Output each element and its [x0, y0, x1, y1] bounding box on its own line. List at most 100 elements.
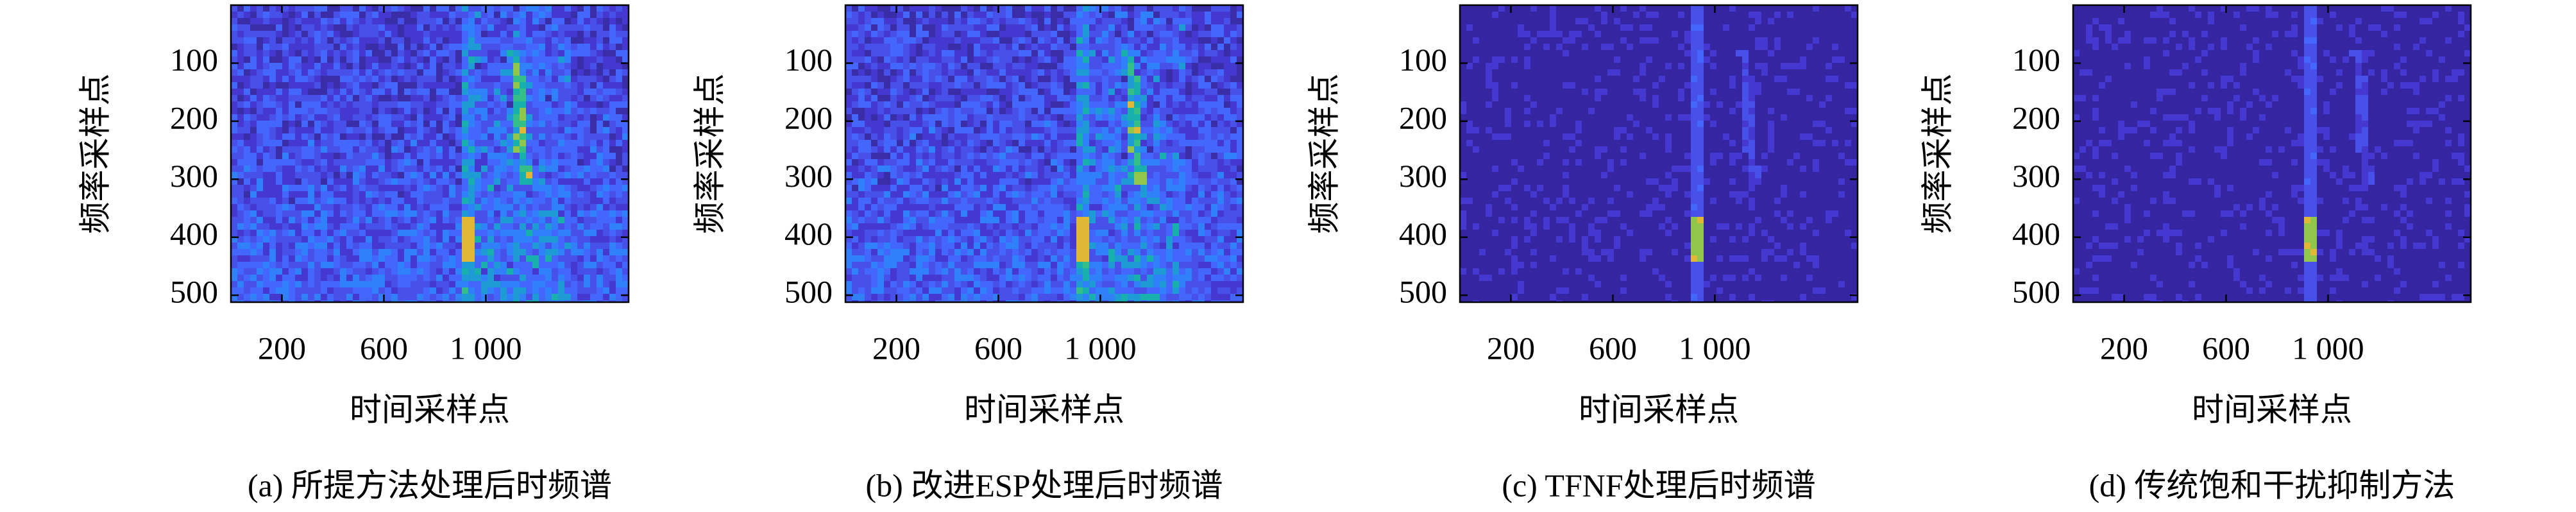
heatmap-texture [1057, 236, 1063, 243]
heatmap-texture [1160, 153, 1166, 159]
heatmap-texture [877, 281, 884, 287]
heatmap-texture [481, 153, 487, 159]
heatmap-texture [1019, 121, 1025, 127]
heatmap-texture [526, 108, 532, 114]
heatmap-texture [353, 89, 359, 95]
heatmap-texture [391, 268, 398, 275]
heatmap-texture [353, 114, 359, 121]
heatmap-texture [1063, 198, 1070, 204]
heatmap-texture [411, 236, 417, 243]
heatmap-texture [922, 82, 929, 89]
heatmap-texture [590, 101, 597, 108]
heatmap-texture [321, 204, 327, 210]
heatmap-texture [1140, 133, 1147, 140]
heatmap-texture [263, 89, 269, 95]
heatmap-texture [1019, 268, 1025, 275]
heatmap-texture [1115, 210, 1121, 217]
heatmap-texture [1038, 191, 1044, 198]
heatmap-texture [378, 249, 385, 255]
heatmap-texture [1153, 198, 1160, 204]
heatmap-texture [475, 50, 481, 56]
heatmap-texture [487, 243, 494, 249]
heatmap-texture [314, 275, 321, 281]
heatmap-texture [462, 140, 468, 146]
heatmap-texture [378, 268, 385, 275]
heatmap-texture [443, 12, 449, 18]
heatmap-texture [910, 249, 916, 255]
heatmap-texture [487, 223, 494, 230]
heatmap-texture [353, 76, 359, 82]
heatmap-texture [577, 275, 584, 281]
heatmap-texture [852, 153, 858, 159]
heatmap-texture [974, 89, 980, 95]
heatmap-texture [462, 56, 468, 63]
heatmap-texture [942, 236, 948, 243]
heatmap-texture [1134, 101, 1140, 108]
heatmap-texture [391, 95, 398, 101]
heatmap-texture [622, 37, 629, 44]
heatmap-texture [1070, 24, 1076, 31]
heatmap-texture [231, 217, 237, 223]
heatmap-texture [922, 146, 929, 153]
heatmap-texture [1179, 37, 1185, 44]
heatmap-texture [321, 24, 327, 31]
heatmap-texture [597, 37, 603, 44]
heatmap-texture [327, 268, 334, 275]
heatmap-texture [1057, 262, 1063, 268]
heatmap-texture [1031, 121, 1038, 127]
heatmap-texture [603, 82, 609, 89]
heatmap-texture [852, 24, 858, 31]
heatmap-texture [980, 69, 987, 76]
heatmap-texture [584, 294, 590, 300]
heatmap-texture [411, 262, 417, 268]
heatmap-texture [545, 121, 552, 127]
heatmap-texture [865, 18, 871, 24]
heatmap-texture [321, 275, 327, 281]
heatmap-texture [308, 108, 314, 114]
heatmap-texture [954, 210, 961, 217]
heatmap-texture [423, 31, 430, 37]
heatmap-texture [263, 287, 269, 294]
heatmap-texture [1134, 44, 1140, 50]
heatmap-texture [1006, 56, 1012, 63]
heatmap-texture [1134, 146, 1140, 153]
heatmap-texture [590, 230, 597, 236]
heatmap-texture [1102, 185, 1108, 191]
heatmap-texture [532, 95, 539, 101]
heatmap-texture [314, 217, 321, 223]
heatmap-texture [301, 146, 308, 153]
heatmap-texture [404, 287, 411, 294]
plot-frame [230, 4, 630, 303]
heatmap-texture [301, 210, 308, 217]
heatmap-texture [334, 185, 340, 191]
heatmap-texture [622, 230, 629, 236]
heatmap-texture [276, 243, 282, 249]
heatmap-texture [584, 172, 590, 178]
heatmap-texture [513, 76, 520, 82]
heatmap-texture [871, 18, 877, 24]
heatmap-texture [378, 108, 385, 114]
heatmap-texture [852, 172, 858, 178]
heatmap-texture [532, 133, 539, 140]
heatmap-texture [340, 210, 346, 217]
heatmap-texture [871, 121, 877, 127]
heatmap-texture [584, 5, 590, 12]
heatmap-texture [1057, 185, 1063, 191]
heatmap-texture [301, 255, 308, 262]
heatmap-texture [558, 268, 564, 275]
heatmap-texture [423, 255, 430, 262]
heatmap-texture [1128, 121, 1134, 127]
heatmap-texture [609, 230, 616, 236]
heatmap-texture [942, 76, 948, 82]
heatmap-texture [244, 114, 250, 121]
heatmap-texture [916, 178, 922, 185]
heatmap-texture [845, 146, 852, 153]
heatmap-texture [616, 275, 622, 281]
heatmap-texture [903, 56, 910, 63]
heatmap-texture [301, 275, 308, 281]
heatmap-texture [359, 127, 366, 133]
heatmap-texture [244, 5, 250, 12]
heatmap-texture [999, 243, 1006, 249]
heatmap-texture [301, 5, 308, 12]
heatmap-texture [1128, 101, 1134, 108]
